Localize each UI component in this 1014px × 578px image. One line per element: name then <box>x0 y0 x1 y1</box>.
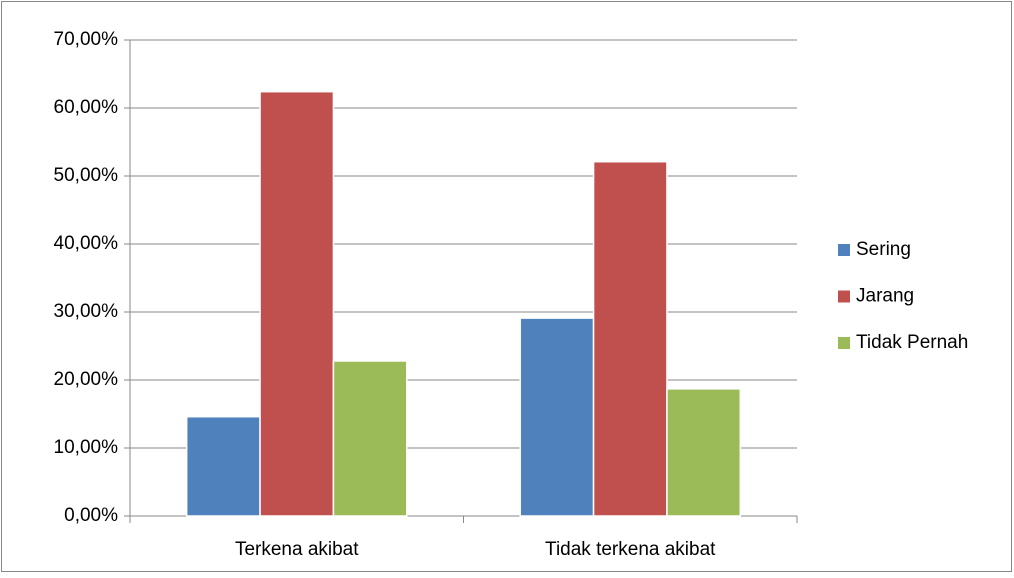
y-tick-label: 0,00% <box>64 505 118 526</box>
y-tick-label: 20,00% <box>54 369 119 390</box>
bar <box>666 388 742 517</box>
bar <box>185 415 261 517</box>
y-tick-label: 40,00% <box>54 233 119 254</box>
legend-label: Sering <box>856 239 911 260</box>
bar <box>332 360 408 517</box>
bar <box>592 160 668 517</box>
x-tick-label: Tidak terkena akibat <box>545 539 716 560</box>
legend-swatch <box>838 290 850 303</box>
y-tick-label: 70,00% <box>54 29 119 50</box>
legend-label: Tidak Pernah <box>856 332 968 353</box>
y-tick-label: 10,00% <box>54 437 119 458</box>
bar <box>259 90 335 517</box>
legend-swatch <box>838 244 850 256</box>
y-tick-label: 30,00% <box>54 301 119 322</box>
legend-swatch <box>838 337 850 349</box>
y-tick-label: 50,00% <box>54 165 119 186</box>
bar <box>519 317 595 517</box>
legend-label: Jarang <box>856 286 914 307</box>
y-tick-label: 60,00% <box>54 97 119 118</box>
x-tick-label: Terkena akibat <box>235 539 359 560</box>
